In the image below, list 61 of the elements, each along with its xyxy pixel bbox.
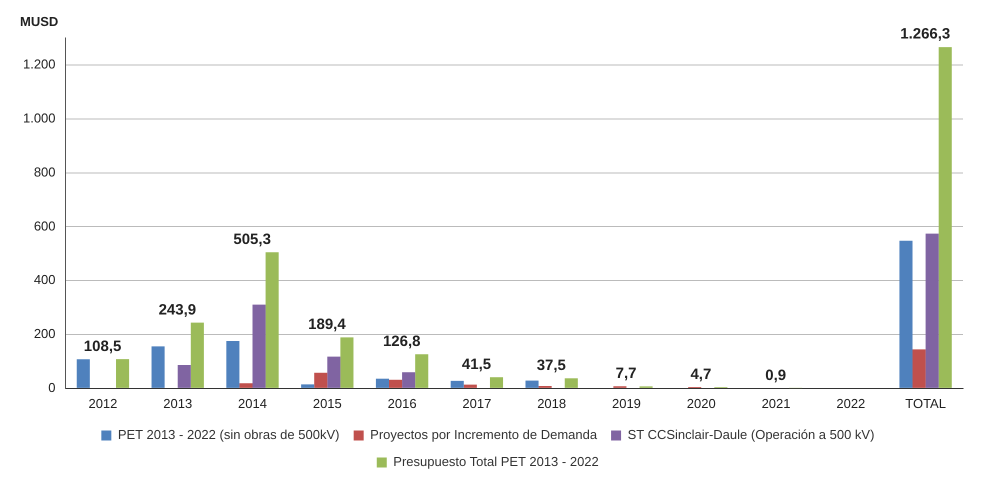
data-label: 37,5 — [536, 356, 566, 374]
bar — [402, 372, 416, 388]
data-label: 189,4 — [308, 316, 346, 333]
bar — [116, 359, 130, 388]
bar — [525, 380, 539, 388]
bar — [926, 234, 939, 388]
y-tick-label: 800 — [34, 164, 56, 180]
bar — [912, 349, 926, 388]
data-label: 126,8 — [382, 332, 420, 350]
x-tick-label: 2022 — [836, 396, 866, 411]
x-tick-label: 2016 — [388, 396, 417, 411]
bar — [340, 337, 354, 388]
x-tick-label: 2017 — [462, 396, 492, 411]
bar — [388, 380, 402, 388]
bar — [266, 252, 279, 388]
bar — [178, 364, 191, 388]
data-label: 1.266,3 — [900, 26, 950, 43]
bar — [490, 377, 504, 388]
bar — [226, 340, 240, 388]
bar — [301, 384, 314, 388]
y-tick-label: 1.200 — [22, 56, 56, 72]
x-tick-label: 2019 — [612, 396, 641, 411]
y-tick-label: 400 — [34, 272, 56, 288]
bar — [938, 47, 952, 388]
bar — [76, 359, 90, 388]
x-tick-label: 2014 — [238, 396, 267, 411]
x-tick-label: 2015 — [312, 396, 342, 411]
x-tick-label: 2021 — [762, 396, 790, 411]
x-tick-label: 2018 — [537, 396, 566, 411]
bar — [190, 322, 204, 388]
bar — [152, 346, 165, 388]
x-tick-label: 2013 — [163, 396, 192, 411]
bar — [415, 354, 428, 388]
bar — [464, 384, 477, 388]
legend-label: PET 2013 - 2022 (sin obras de 500kV) — [118, 427, 340, 442]
data-label: 505,3 — [233, 230, 271, 248]
y-tick-label: 200 — [34, 326, 56, 342]
legend-label: ST CCSinclair-Daule (Operación a 500 kV) — [628, 427, 874, 442]
legend-label: Proyectos por Incremento de Demanda — [370, 427, 598, 442]
data-label: 243,9 — [158, 301, 196, 318]
bar — [450, 380, 464, 388]
bar — [376, 378, 389, 388]
bar — [327, 356, 340, 388]
bar — [564, 378, 578, 388]
y-axis-title: MUSD — [20, 14, 58, 30]
bar — [239, 383, 253, 388]
data-label: 108,5 — [84, 338, 122, 355]
x-tick-label: 2012 — [88, 396, 118, 411]
y-tick-label: 0 — [48, 380, 56, 395]
y-tick-label: 600 — [34, 218, 56, 234]
x-tick-label: 2020 — [686, 396, 716, 411]
bar — [899, 240, 913, 388]
data-label: 4,7 — [690, 366, 712, 383]
data-label: 7,7 — [616, 364, 637, 382]
bar — [252, 304, 266, 388]
data-label: 41,5 — [462, 356, 492, 373]
x-tick-label: TOTAL — [905, 396, 946, 411]
bar — [314, 372, 328, 388]
data-label: 0,9 — [765, 366, 786, 384]
legend-label: Presupuesto Total PET 2013 - 2022 — [393, 454, 599, 470]
y-tick-label: 1.000 — [22, 110, 56, 126]
